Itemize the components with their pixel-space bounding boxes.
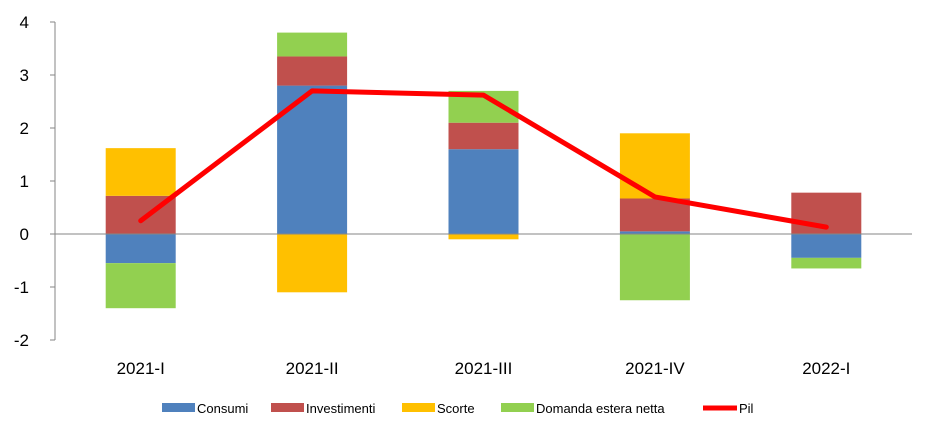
legend-item-consumi: Consumi [162, 401, 248, 416]
x-category-label: 2021-I [117, 359, 165, 378]
x-category-label: 2021-IV [625, 359, 685, 378]
legend-label: Scorte [437, 401, 475, 416]
bar-scorte-2021-II [277, 234, 348, 293]
bar-consumi-2022-I [791, 234, 862, 258]
y-tick-label: 4 [20, 13, 29, 32]
bar-domanda-estera-netta-2021-IV [619, 234, 690, 301]
legend-item-domanda-estera-netta: Domanda estera netta [501, 401, 665, 416]
legend-swatch [271, 403, 304, 412]
bar-consumi-2021-IV [619, 231, 690, 234]
y-tick-label: -2 [14, 331, 29, 350]
bar-investimenti-2021-II [277, 56, 348, 86]
bar-scorte-2021-IV [619, 133, 690, 199]
legend: Consumi Investimenti Scorte Domanda estera … [162, 401, 754, 416]
legend-item-pil: Pil [703, 401, 754, 416]
legend-swatch [501, 403, 534, 412]
legend-swatch [402, 403, 435, 412]
bar-investimenti-2021-IV [619, 198, 690, 232]
bar-investimenti-2021-III [448, 122, 519, 150]
legend-item-investimenti: Investimenti [271, 401, 375, 416]
bar-consumi-2021-III [448, 149, 519, 234]
bars-layer [105, 32, 862, 309]
x-category-label: 2021-III [455, 359, 513, 378]
bar-domanda-estera-netta-2021-II [277, 32, 348, 57]
y-tick-label: 2 [20, 119, 29, 138]
legend-label: Domanda estera netta [536, 401, 665, 416]
y-tick-label: -1 [14, 278, 29, 297]
bar-scorte-2021-III [448, 234, 519, 240]
y-tick-label: 0 [20, 225, 29, 244]
legend-label: Pil [739, 401, 754, 416]
x-category-label: 2021-II [286, 359, 339, 378]
y-tick-label: 1 [20, 172, 29, 191]
pil-line-layer [55, 88, 912, 235]
pil-line [138, 88, 829, 230]
legend-label: Investimenti [306, 401, 375, 416]
x-category-label: 2022-I [802, 359, 850, 378]
legend-item-scorte: Scorte [402, 401, 475, 416]
legend-swatch [162, 403, 195, 412]
bar-scorte-2021-I [105, 148, 176, 196]
y-tick-label: 3 [20, 66, 29, 85]
axes-layer: -2 -1 0 1 2 3 4 2021-I 2021-II 2021-III 2021-IV 202… [14, 13, 851, 378]
bar-domanda-estera-netta-2021-I [105, 263, 176, 309]
bar-consumi-2021-I [105, 234, 176, 264]
bar-domanda-estera-netta-2022-I [791, 257, 862, 269]
legend-label: Consumi [197, 401, 248, 416]
